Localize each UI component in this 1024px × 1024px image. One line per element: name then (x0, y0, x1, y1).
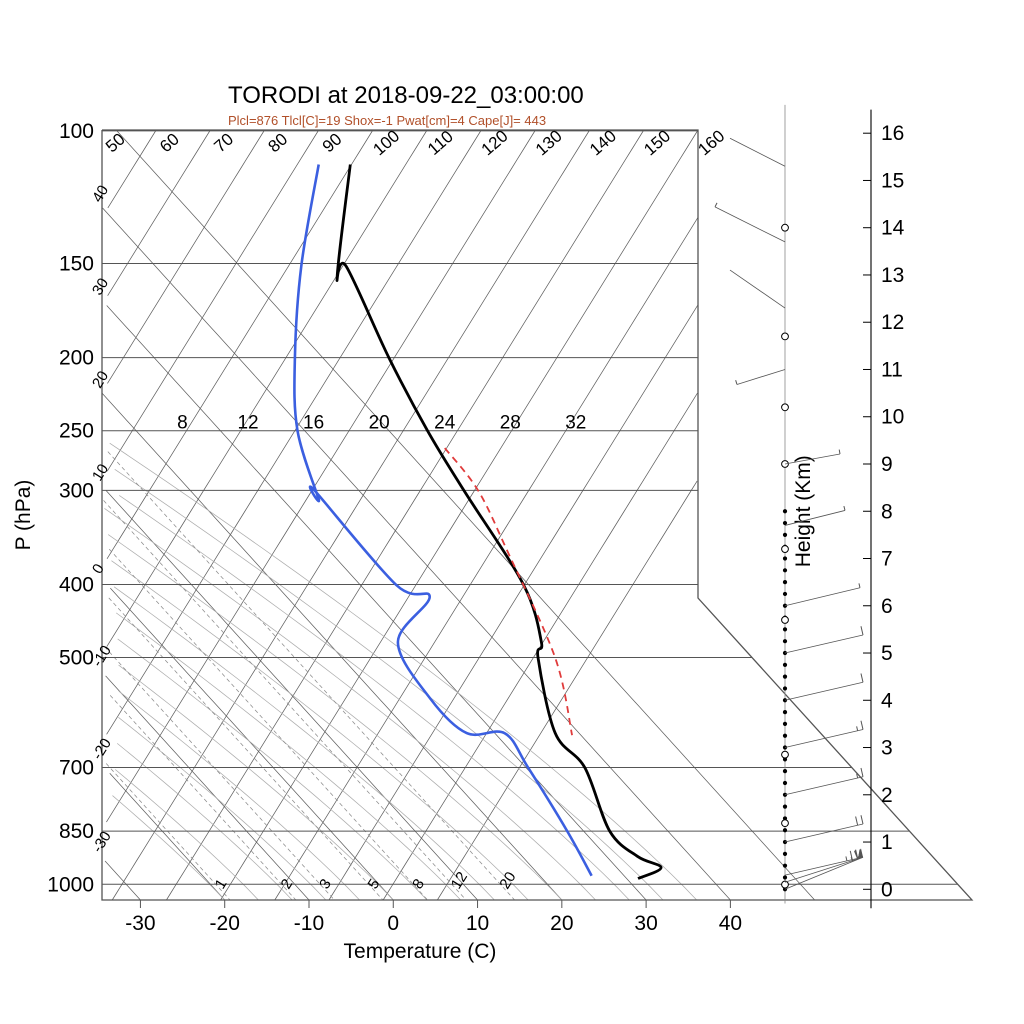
svg-text:250: 250 (59, 420, 94, 443)
svg-text:80: 80 (265, 129, 292, 156)
svg-text:400: 400 (59, 573, 94, 596)
svg-text:30: 30 (89, 275, 112, 298)
svg-text:8: 8 (881, 500, 893, 523)
svg-text:0: 0 (387, 912, 399, 935)
svg-text:4: 4 (881, 689, 893, 712)
svg-text:8: 8 (409, 876, 428, 892)
svg-text:160: 160 (694, 126, 728, 159)
svg-text:16: 16 (303, 413, 324, 434)
svg-text:14: 14 (881, 217, 905, 240)
svg-text:100: 100 (59, 120, 94, 143)
svg-text:13: 13 (881, 264, 904, 287)
svg-text:70: 70 (210, 129, 237, 156)
svg-text:12: 12 (237, 413, 258, 434)
svg-text:16: 16 (881, 122, 904, 145)
svg-text:0: 0 (881, 878, 893, 901)
svg-text:11: 11 (881, 358, 903, 381)
svg-text:60: 60 (156, 129, 183, 156)
svg-text:30: 30 (634, 912, 657, 935)
svg-text:10: 10 (881, 406, 904, 429)
svg-text:10: 10 (466, 912, 489, 935)
svg-text:20: 20 (369, 413, 390, 434)
svg-text:3: 3 (316, 876, 335, 892)
svg-text:-20: -20 (210, 912, 240, 935)
svg-text:40: 40 (89, 182, 112, 205)
svg-text:32: 32 (565, 413, 586, 434)
svg-text:20: 20 (496, 869, 519, 892)
svg-text:15: 15 (881, 169, 904, 192)
svg-text:700: 700 (59, 757, 94, 780)
svg-text:24: 24 (434, 413, 456, 434)
svg-text:P (hPa): P (hPa) (12, 480, 35, 551)
svg-text:500: 500 (59, 646, 94, 669)
svg-text:40: 40 (719, 912, 742, 935)
svg-text:9: 9 (881, 453, 893, 476)
svg-text:2: 2 (278, 876, 297, 892)
svg-text:-10: -10 (294, 912, 324, 935)
svg-text:5: 5 (881, 642, 893, 665)
svg-text:300: 300 (59, 479, 94, 502)
svg-text:3: 3 (881, 737, 893, 760)
svg-text:7: 7 (881, 548, 893, 571)
svg-text:90: 90 (319, 129, 346, 156)
svg-text:1: 1 (881, 831, 893, 854)
svg-text:20: 20 (550, 912, 573, 935)
svg-text:200: 200 (59, 347, 94, 370)
svg-text:1000: 1000 (47, 873, 94, 896)
svg-text:2: 2 (881, 784, 893, 807)
svg-text:Height (Km): Height (Km) (792, 455, 815, 567)
svg-text:20: 20 (89, 368, 112, 391)
svg-text:8: 8 (177, 413, 188, 434)
svg-text:50: 50 (102, 129, 129, 156)
svg-text:110: 110 (424, 127, 457, 159)
svg-text:Temperature (C): Temperature (C) (344, 940, 497, 963)
svg-text:12: 12 (881, 311, 904, 334)
svg-text:850: 850 (59, 820, 94, 843)
svg-text:28: 28 (500, 413, 521, 434)
svg-text:150: 150 (59, 253, 94, 276)
svg-text:6: 6 (881, 595, 893, 618)
svg-text:-30: -30 (125, 912, 155, 935)
